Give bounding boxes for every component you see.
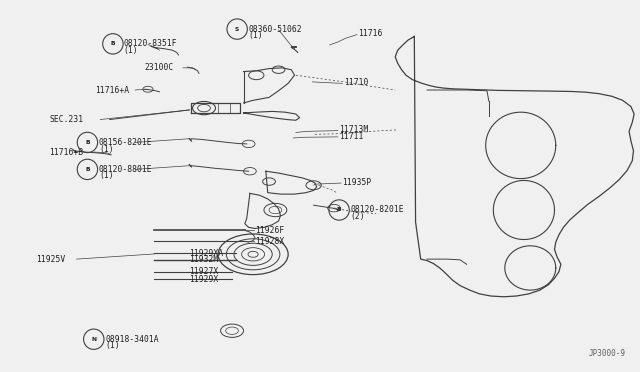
Text: SEC.231: SEC.231 bbox=[49, 115, 83, 124]
Text: 11716+B: 11716+B bbox=[49, 148, 83, 157]
Text: (1): (1) bbox=[248, 31, 263, 40]
Text: 11925V: 11925V bbox=[36, 254, 66, 264]
Text: 08120-8351F: 08120-8351F bbox=[124, 39, 177, 48]
Text: (1): (1) bbox=[99, 145, 113, 154]
Text: 08918-3401A: 08918-3401A bbox=[105, 335, 159, 344]
Text: 11929X: 11929X bbox=[189, 275, 219, 283]
Text: (1): (1) bbox=[124, 46, 138, 55]
Text: 11929XA: 11929XA bbox=[189, 249, 223, 258]
Text: 23100C: 23100C bbox=[145, 63, 174, 72]
Text: 11716+A: 11716+A bbox=[95, 86, 129, 94]
Text: 11926F: 11926F bbox=[255, 226, 284, 235]
Text: B: B bbox=[111, 41, 115, 46]
Text: 08156-8201E: 08156-8201E bbox=[99, 138, 152, 147]
Text: (1): (1) bbox=[99, 171, 113, 180]
Text: (1): (1) bbox=[105, 341, 120, 350]
Text: 08120-8801E: 08120-8801E bbox=[99, 165, 152, 174]
Text: JP3000-9: JP3000-9 bbox=[589, 350, 626, 359]
Text: 11928X: 11928X bbox=[255, 237, 284, 246]
Text: 11710: 11710 bbox=[344, 78, 368, 87]
Text: S: S bbox=[235, 26, 239, 32]
Text: 11935P: 11935P bbox=[342, 178, 372, 187]
Text: N: N bbox=[92, 337, 96, 342]
Text: 11713M: 11713M bbox=[339, 125, 369, 134]
Text: 11927X: 11927X bbox=[189, 267, 219, 276]
Text: B: B bbox=[85, 140, 90, 145]
Text: 11716: 11716 bbox=[358, 29, 383, 38]
Text: (2): (2) bbox=[351, 212, 365, 221]
Text: 08360-51062: 08360-51062 bbox=[248, 25, 302, 33]
Text: 11932M: 11932M bbox=[189, 255, 219, 264]
Text: 11711: 11711 bbox=[339, 132, 364, 141]
Text: B: B bbox=[337, 208, 341, 212]
Text: 08120-8201E: 08120-8201E bbox=[351, 205, 404, 215]
Text: B: B bbox=[85, 167, 90, 172]
